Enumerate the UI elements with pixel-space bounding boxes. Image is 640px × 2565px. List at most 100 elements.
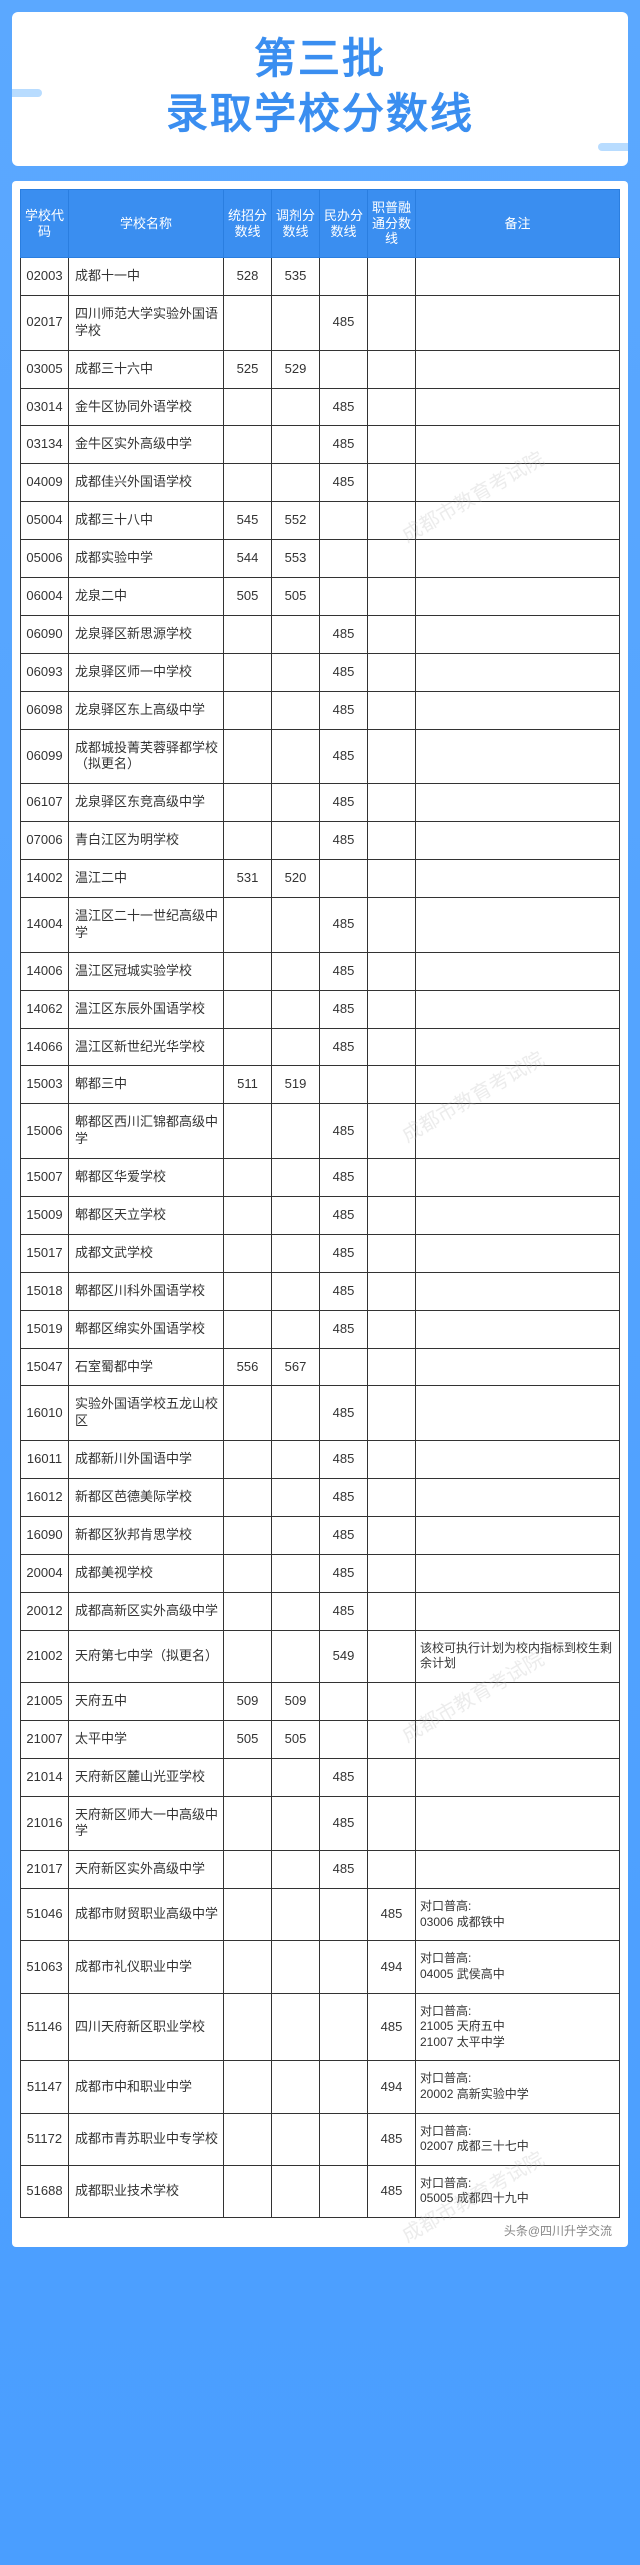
- cell-code: 15006: [21, 1104, 69, 1159]
- title-line-1: 第三批: [22, 32, 618, 87]
- cell-score: [320, 577, 368, 615]
- cell-note: [416, 691, 620, 729]
- cell-score: [272, 1851, 320, 1889]
- table-row: 21014天府新区麓山光亚学校485: [21, 1758, 620, 1796]
- cell-score: [224, 1993, 272, 2061]
- cell-school-name: 成都市财贸职业高级中学: [69, 1889, 224, 1941]
- cell-score: [224, 1104, 272, 1159]
- cell-score: [320, 350, 368, 388]
- cell-note: [416, 1386, 620, 1441]
- cell-score: 485: [320, 1386, 368, 1441]
- cell-note: [416, 898, 620, 953]
- cell-score: 528: [224, 257, 272, 295]
- table-row: 14006温江区冠城实验学校485: [21, 952, 620, 990]
- cell-score: [272, 2061, 320, 2113]
- cell-score: [224, 1630, 272, 1682]
- cell-score: [272, 464, 320, 502]
- cell-score: 485: [320, 1159, 368, 1197]
- cell-score: [368, 388, 416, 426]
- th-note: 备注: [416, 190, 620, 258]
- cell-school-name: 郫都区西川汇锦都高级中学: [69, 1104, 224, 1159]
- cell-school-name: 成都城投菁芙蓉驿都学校（拟更名）: [69, 729, 224, 784]
- cell-code: 15017: [21, 1234, 69, 1272]
- cell-score: 485: [320, 990, 368, 1028]
- table-row: 02017四川师范大学实验外国语学校485: [21, 295, 620, 350]
- cell-score: 544: [224, 540, 272, 578]
- cell-note: [416, 1066, 620, 1104]
- cell-score: 485: [368, 2113, 416, 2165]
- table-row: 51063成都市礼仪职业中学494对口普高: 04005 武侯高中: [21, 1941, 620, 1993]
- cell-school-name: 石室蜀都中学: [69, 1348, 224, 1386]
- th-name: 学校名称: [69, 190, 224, 258]
- table-row: 03014金牛区协同外语学校485: [21, 388, 620, 426]
- table-row: 21007太平中学505505: [21, 1720, 620, 1758]
- cell-score: [224, 1554, 272, 1592]
- cell-school-name: 温江区东辰外国语学校: [69, 990, 224, 1028]
- cell-score: [368, 615, 416, 653]
- table-row: 03134金牛区实外高级中学485: [21, 426, 620, 464]
- cell-score: [224, 822, 272, 860]
- cell-code: 51172: [21, 2113, 69, 2165]
- cell-note: 对口普高: 04005 武侯高中: [416, 1941, 620, 1993]
- cell-score: [224, 2165, 272, 2217]
- cell-school-name: 成都职业技术学校: [69, 2165, 224, 2217]
- cell-note: 该校可执行计划为校内指标到校生剩余计划: [416, 1630, 620, 1682]
- cell-code: 04009: [21, 464, 69, 502]
- cell-score: 485: [320, 388, 368, 426]
- cell-score: [368, 653, 416, 691]
- cell-school-name: 龙泉二中: [69, 577, 224, 615]
- cell-score: 505: [272, 1720, 320, 1758]
- cell-score: [368, 1028, 416, 1066]
- cell-score: 519: [272, 1066, 320, 1104]
- cell-note: [416, 952, 620, 990]
- cell-code: 51063: [21, 1941, 69, 1993]
- cell-score: 485: [320, 1592, 368, 1630]
- cell-score: [272, 784, 320, 822]
- cell-code: 16010: [21, 1386, 69, 1441]
- cell-code: 06090: [21, 615, 69, 653]
- cell-score: [224, 1479, 272, 1517]
- cell-score: [224, 615, 272, 653]
- cell-score: 485: [320, 1441, 368, 1479]
- cell-note: [416, 1310, 620, 1348]
- cell-note: [416, 1441, 620, 1479]
- cell-note: [416, 540, 620, 578]
- cell-score: 485: [320, 1310, 368, 1348]
- cell-school-name: 成都市青苏职业中专学校: [69, 2113, 224, 2165]
- cell-score: [368, 898, 416, 953]
- cell-school-name: 成都三十六中: [69, 350, 224, 388]
- cell-school-name: 郫都区天立学校: [69, 1197, 224, 1235]
- cell-score: [320, 1993, 368, 2061]
- table-row: 16012新都区芭德美际学校485: [21, 1479, 620, 1517]
- cell-score: [320, 2165, 368, 2217]
- cell-score: [224, 729, 272, 784]
- cell-note: [416, 1758, 620, 1796]
- table-row: 06107龙泉驿区东竞高级中学485: [21, 784, 620, 822]
- table-header: 学校代码 学校名称 统招分数线 调剂分数线 民办分数线 职普融通分数线 备注: [21, 190, 620, 258]
- cell-score: 505: [224, 577, 272, 615]
- cell-code: 21017: [21, 1851, 69, 1889]
- cell-score: [368, 691, 416, 729]
- cell-score: [224, 426, 272, 464]
- cell-school-name: 郫都区华爱学校: [69, 1159, 224, 1197]
- cell-code: 51688: [21, 2165, 69, 2217]
- cell-score: 494: [368, 1941, 416, 1993]
- cell-score: [272, 822, 320, 860]
- cell-note: [416, 577, 620, 615]
- cell-score: [224, 1592, 272, 1630]
- table-row: 15017成都文武学校485: [21, 1234, 620, 1272]
- table-row: 14062温江区东辰外国语学校485: [21, 990, 620, 1028]
- cell-note: [416, 1197, 620, 1235]
- cell-note: [416, 1159, 620, 1197]
- table-row: 15009郫都区天立学校485: [21, 1197, 620, 1235]
- cell-school-name: 龙泉驿区东竞高级中学: [69, 784, 224, 822]
- cell-code: 06004: [21, 577, 69, 615]
- cell-score: [368, 990, 416, 1028]
- cell-score: [368, 822, 416, 860]
- table-row: 21002天府第七中学（拟更名）549该校可执行计划为校内指标到校生剩余计划: [21, 1630, 620, 1682]
- cell-school-name: 龙泉驿区师一中学校: [69, 653, 224, 691]
- cell-score: [272, 1796, 320, 1851]
- table-row: 06093龙泉驿区师一中学校485: [21, 653, 620, 691]
- cell-school-name: 成都实验中学: [69, 540, 224, 578]
- cell-note: [416, 1234, 620, 1272]
